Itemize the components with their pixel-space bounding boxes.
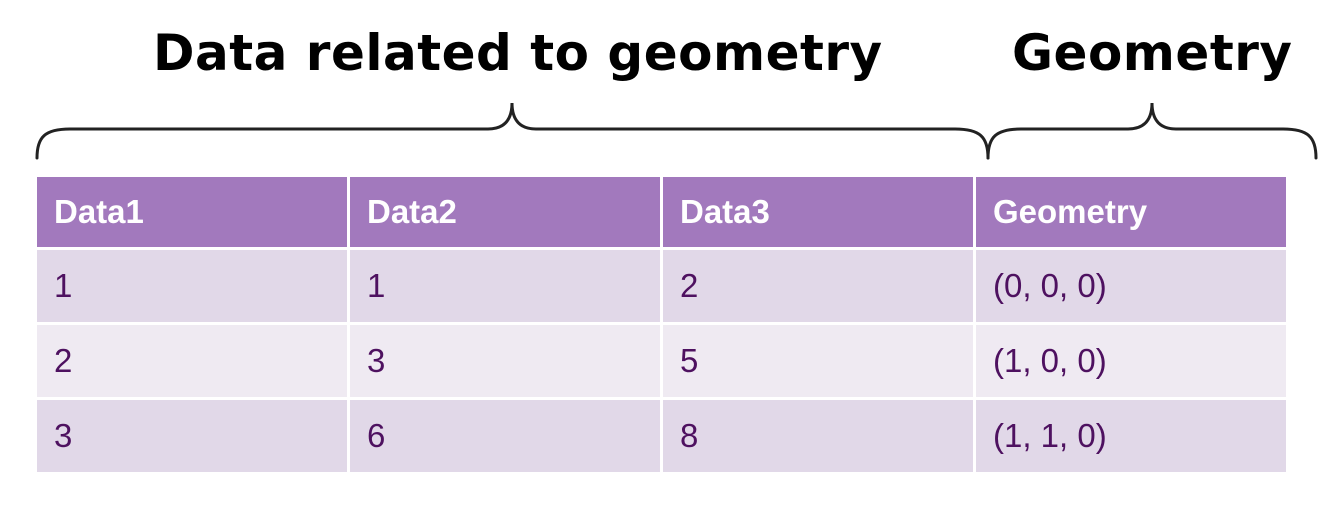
table-row: 1 1 2 (0, 0, 0) <box>37 250 1286 322</box>
header-geometry: Geometry <box>976 177 1286 247</box>
table-cell: 2 <box>663 250 973 322</box>
data-table: Data1 Data2 Data3 Geometry 1 1 2 (0, 0, … <box>34 174 1289 475</box>
table-cell: 5 <box>663 325 973 397</box>
data-group-brace <box>35 102 990 160</box>
header-data3: Data3 <box>663 177 973 247</box>
table-cell: 1 <box>37 250 347 322</box>
table-cell: (0, 0, 0) <box>976 250 1286 322</box>
table-row: 3 6 8 (1, 1, 0) <box>37 400 1286 472</box>
geometry-group-label: Geometry <box>1012 24 1293 82</box>
table-cell: 6 <box>350 400 660 472</box>
header-data1: Data1 <box>37 177 347 247</box>
table-cell: (1, 0, 0) <box>976 325 1286 397</box>
table-row: 2 3 5 (1, 0, 0) <box>37 325 1286 397</box>
geometry-group-brace <box>986 102 1318 160</box>
table-cell: 8 <box>663 400 973 472</box>
table-cell: 3 <box>37 400 347 472</box>
table-cell: 1 <box>350 250 660 322</box>
table-cell: (1, 1, 0) <box>976 400 1286 472</box>
data-group-label: Data related to geometry <box>153 24 883 82</box>
header-data2: Data2 <box>350 177 660 247</box>
header-row: Data1 Data2 Data3 Geometry <box>37 177 1286 247</box>
table-cell: 2 <box>37 325 347 397</box>
table-cell: 3 <box>350 325 660 397</box>
group-braces <box>35 102 1318 160</box>
